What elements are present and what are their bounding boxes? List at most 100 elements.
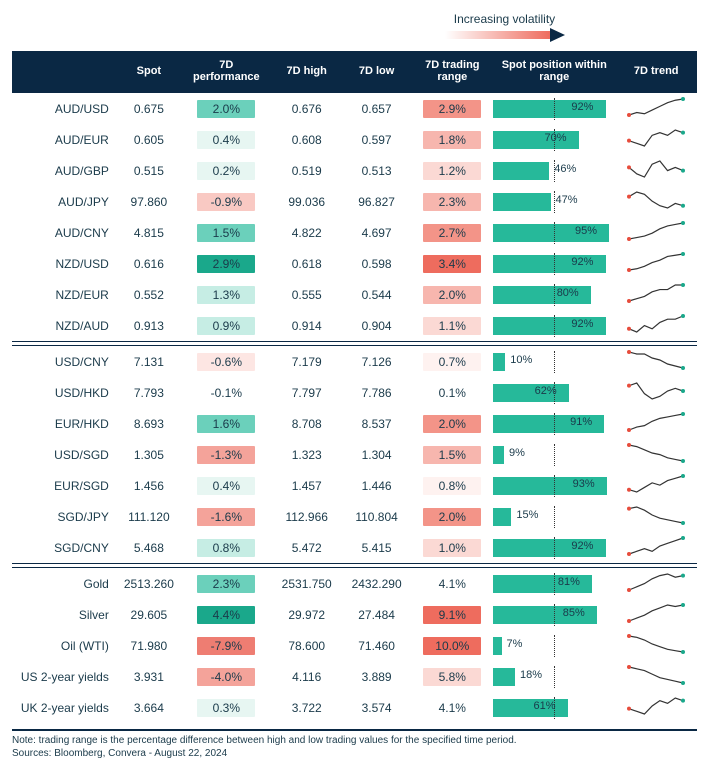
- range-cell: 0.7%: [412, 346, 494, 378]
- range-cell: 9.1%: [412, 599, 494, 630]
- fx-table: Spot 7D performance 7D high 7D low 7D tr…: [12, 51, 697, 723]
- position-cell: 85%: [493, 599, 615, 630]
- position-cell: 18%: [493, 661, 615, 692]
- spot-value: 29.605: [117, 599, 181, 630]
- col-range: 7D trading range: [412, 51, 494, 92]
- spot-value: 2513.260: [117, 568, 181, 600]
- high-value: 78.600: [272, 630, 342, 661]
- col-high: 7D high: [272, 51, 342, 92]
- perf-cell: 2.9%: [181, 248, 272, 279]
- spot-value: 8.693: [117, 408, 181, 439]
- high-value: 3.722: [272, 692, 342, 723]
- perf-cell: 1.5%: [181, 217, 272, 248]
- perf-cell: 0.8%: [181, 532, 272, 564]
- instrument-name: EUR/SGD: [12, 470, 117, 501]
- range-cell: 0.1%: [412, 377, 494, 408]
- low-value: 110.804: [342, 501, 412, 532]
- low-value: 1.304: [342, 439, 412, 470]
- perf-cell: 1.6%: [181, 408, 272, 439]
- sparkline-cell: [615, 92, 697, 124]
- low-value: 0.598: [342, 248, 412, 279]
- instrument-name: USD/CNY: [12, 346, 117, 378]
- perf-cell: -0.6%: [181, 346, 272, 378]
- instrument-name: AUD/GBP: [12, 155, 117, 186]
- low-value: 8.537: [342, 408, 412, 439]
- sparkline-cell: [615, 310, 697, 342]
- range-cell: 2.0%: [412, 279, 494, 310]
- perf-cell: 0.3%: [181, 692, 272, 723]
- table-row: NZD/AUD 0.913 0.9% 0.914 0.904 1.1% 92%: [12, 310, 697, 342]
- position-cell: 92%: [493, 310, 615, 342]
- sparkline-cell: [615, 217, 697, 248]
- instrument-name: NZD/USD: [12, 248, 117, 279]
- col-trend: 7D trend: [615, 51, 697, 92]
- instrument-name: Silver: [12, 599, 117, 630]
- table-header: Spot 7D performance 7D high 7D low 7D tr…: [12, 51, 697, 92]
- position-cell: 92%: [493, 92, 615, 124]
- table-row: EUR/SGD 1.456 0.4% 1.457 1.446 0.8% 93%: [12, 470, 697, 501]
- sparkline-cell: [615, 692, 697, 723]
- position-cell: 95%: [493, 217, 615, 248]
- position-cell: 62%: [493, 377, 615, 408]
- low-value: 0.597: [342, 124, 412, 155]
- table-row: SGD/CNY 5.468 0.8% 5.472 5.415 1.0% 92%: [12, 532, 697, 564]
- spot-value: 3.931: [117, 661, 181, 692]
- high-value: 5.472: [272, 532, 342, 564]
- instrument-name: NZD/EUR: [12, 279, 117, 310]
- position-cell: 92%: [493, 532, 615, 564]
- range-cell: 1.1%: [412, 310, 494, 342]
- position-cell: 47%: [493, 186, 615, 217]
- instrument-name: EUR/HKD: [12, 408, 117, 439]
- instrument-name: SGD/CNY: [12, 532, 117, 564]
- low-value: 2432.290: [342, 568, 412, 600]
- sparkline-cell: [615, 568, 697, 600]
- high-value: 0.618: [272, 248, 342, 279]
- low-value: 1.446: [342, 470, 412, 501]
- low-value: 3.574: [342, 692, 412, 723]
- instrument-name: AUD/USD: [12, 92, 117, 124]
- col-perf: 7D performance: [181, 51, 272, 92]
- low-value: 0.513: [342, 155, 412, 186]
- perf-cell: 0.4%: [181, 470, 272, 501]
- position-cell: 7%: [493, 630, 615, 661]
- low-value: 0.904: [342, 310, 412, 342]
- perf-cell: 1.3%: [181, 279, 272, 310]
- spot-value: 0.616: [117, 248, 181, 279]
- sparkline-cell: [615, 155, 697, 186]
- range-cell: 2.3%: [412, 186, 494, 217]
- perf-cell: -4.0%: [181, 661, 272, 692]
- table-row: AUD/CNY 4.815 1.5% 4.822 4.697 2.7% 95%: [12, 217, 697, 248]
- low-value: 0.657: [342, 92, 412, 124]
- table-row: NZD/EUR 0.552 1.3% 0.555 0.544 2.0% 80%: [12, 279, 697, 310]
- low-value: 7.126: [342, 346, 412, 378]
- spot-value: 7.131: [117, 346, 181, 378]
- high-value: 0.914: [272, 310, 342, 342]
- high-value: 0.676: [272, 92, 342, 124]
- high-value: 1.457: [272, 470, 342, 501]
- table-row: AUD/EUR 0.605 0.4% 0.608 0.597 1.8% 70%: [12, 124, 697, 155]
- instrument-name: US 2-year yields: [12, 661, 117, 692]
- high-value: 4.822: [272, 217, 342, 248]
- table-row: Gold 2513.260 2.3% 2531.750 2432.290 4.1…: [12, 568, 697, 600]
- range-cell: 4.1%: [412, 568, 494, 600]
- instrument-name: NZD/AUD: [12, 310, 117, 342]
- perf-cell: 2.3%: [181, 568, 272, 600]
- high-value: 0.519: [272, 155, 342, 186]
- spot-value: 0.605: [117, 124, 181, 155]
- table-row: USD/SGD 1.305 -1.3% 1.323 1.304 1.5% 9%: [12, 439, 697, 470]
- sparkline-cell: [615, 346, 697, 378]
- position-cell: 9%: [493, 439, 615, 470]
- sparkline-cell: [615, 470, 697, 501]
- table-row: AUD/JPY 97.860 -0.9% 99.036 96.827 2.3% …: [12, 186, 697, 217]
- sparkline-cell: [615, 408, 697, 439]
- volatility-arrow-icon: [312, 28, 697, 45]
- table-row: Oil (WTI) 71.980 -7.9% 78.600 71.460 10.…: [12, 630, 697, 661]
- position-cell: 92%: [493, 248, 615, 279]
- perf-cell: -1.3%: [181, 439, 272, 470]
- sparkline-cell: [615, 439, 697, 470]
- table-row: NZD/USD 0.616 2.9% 0.618 0.598 3.4% 92%: [12, 248, 697, 279]
- perf-cell: 2.0%: [181, 92, 272, 124]
- sparkline-cell: [615, 532, 697, 564]
- spot-value: 97.860: [117, 186, 181, 217]
- high-value: 99.036: [272, 186, 342, 217]
